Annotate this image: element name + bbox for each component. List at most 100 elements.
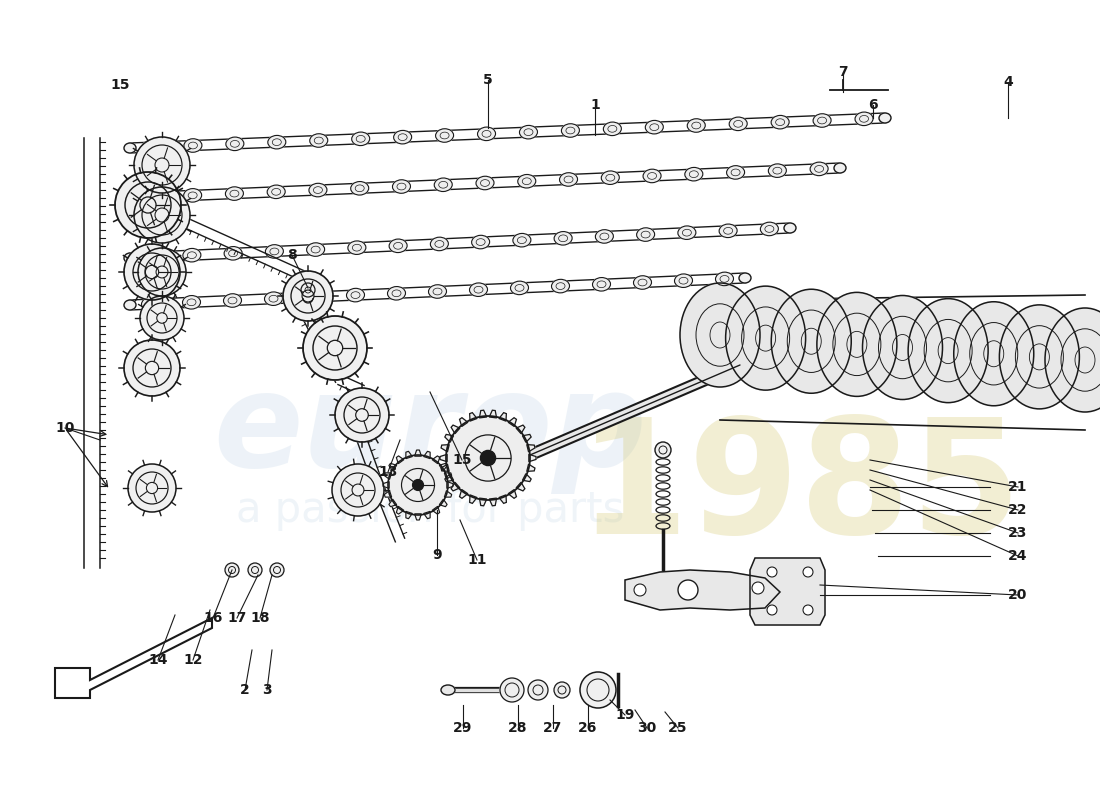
Circle shape: [116, 172, 182, 238]
Polygon shape: [424, 511, 430, 518]
Ellipse shape: [124, 143, 136, 153]
Polygon shape: [516, 482, 525, 491]
Ellipse shape: [954, 302, 1034, 406]
Polygon shape: [480, 410, 487, 418]
Ellipse shape: [637, 228, 654, 242]
Text: 20: 20: [1009, 588, 1027, 602]
Circle shape: [803, 605, 813, 615]
Ellipse shape: [719, 224, 737, 238]
Polygon shape: [508, 418, 516, 426]
Ellipse shape: [142, 141, 160, 154]
Text: 21: 21: [1009, 480, 1027, 494]
Text: 11: 11: [468, 553, 486, 567]
Ellipse shape: [510, 281, 528, 294]
Polygon shape: [406, 511, 412, 518]
Ellipse shape: [430, 237, 449, 250]
Ellipse shape: [346, 288, 364, 302]
Ellipse shape: [909, 298, 988, 402]
Polygon shape: [499, 495, 506, 503]
Polygon shape: [750, 558, 825, 625]
Ellipse shape: [513, 234, 531, 247]
Polygon shape: [451, 482, 460, 491]
Ellipse shape: [680, 283, 760, 387]
Polygon shape: [625, 570, 780, 610]
Ellipse shape: [593, 278, 611, 291]
Ellipse shape: [817, 292, 896, 396]
Ellipse shape: [771, 115, 789, 129]
Circle shape: [124, 244, 180, 300]
Ellipse shape: [223, 294, 242, 307]
Ellipse shape: [124, 193, 136, 203]
Ellipse shape: [1045, 308, 1100, 412]
Ellipse shape: [784, 223, 796, 233]
Polygon shape: [447, 482, 453, 489]
Polygon shape: [444, 434, 453, 442]
Text: 4: 4: [1003, 75, 1013, 89]
Ellipse shape: [813, 114, 832, 127]
Circle shape: [752, 582, 764, 594]
Ellipse shape: [226, 187, 243, 200]
Ellipse shape: [634, 276, 651, 290]
Polygon shape: [415, 450, 421, 456]
Polygon shape: [499, 413, 506, 421]
Polygon shape: [424, 451, 430, 458]
Circle shape: [248, 563, 262, 577]
Polygon shape: [480, 498, 487, 506]
Polygon shape: [396, 506, 404, 514]
Polygon shape: [389, 499, 397, 506]
Circle shape: [528, 680, 548, 700]
Circle shape: [140, 296, 184, 340]
Circle shape: [767, 605, 777, 615]
Polygon shape: [508, 490, 516, 498]
Ellipse shape: [307, 243, 324, 256]
Ellipse shape: [224, 246, 242, 260]
Ellipse shape: [715, 272, 734, 286]
Ellipse shape: [685, 167, 703, 181]
Circle shape: [302, 316, 367, 380]
Polygon shape: [470, 413, 477, 421]
Text: 26: 26: [579, 721, 597, 735]
Ellipse shape: [739, 273, 751, 283]
Text: 5: 5: [483, 73, 493, 87]
Circle shape: [678, 580, 698, 600]
Ellipse shape: [674, 274, 693, 287]
Polygon shape: [516, 425, 525, 434]
Ellipse shape: [441, 685, 455, 695]
Circle shape: [134, 187, 190, 243]
Polygon shape: [441, 445, 449, 452]
Polygon shape: [522, 474, 531, 482]
Polygon shape: [470, 495, 477, 503]
Polygon shape: [432, 506, 440, 514]
Ellipse shape: [560, 173, 578, 186]
Ellipse shape: [124, 253, 136, 263]
Ellipse shape: [595, 230, 614, 243]
Polygon shape: [384, 473, 392, 479]
Polygon shape: [439, 499, 447, 506]
Polygon shape: [384, 490, 392, 497]
Ellipse shape: [476, 176, 494, 190]
Polygon shape: [432, 456, 440, 464]
Ellipse shape: [393, 180, 410, 194]
Polygon shape: [55, 618, 212, 698]
Ellipse shape: [183, 249, 201, 262]
Ellipse shape: [183, 295, 200, 309]
Circle shape: [388, 455, 448, 515]
Ellipse shape: [351, 182, 369, 195]
Polygon shape: [444, 474, 453, 482]
Text: 17: 17: [228, 611, 246, 625]
Polygon shape: [444, 490, 452, 497]
Polygon shape: [396, 456, 404, 464]
Text: 14: 14: [148, 653, 167, 667]
Ellipse shape: [352, 132, 370, 146]
Polygon shape: [522, 434, 531, 442]
Text: 19: 19: [615, 708, 635, 722]
Text: 18: 18: [251, 611, 270, 625]
Text: 28: 28: [508, 721, 528, 735]
Polygon shape: [460, 490, 467, 498]
Polygon shape: [527, 445, 535, 452]
Ellipse shape: [551, 279, 570, 293]
Ellipse shape: [265, 245, 284, 258]
Circle shape: [580, 672, 616, 708]
Circle shape: [138, 248, 186, 296]
Text: 6: 6: [868, 98, 878, 112]
